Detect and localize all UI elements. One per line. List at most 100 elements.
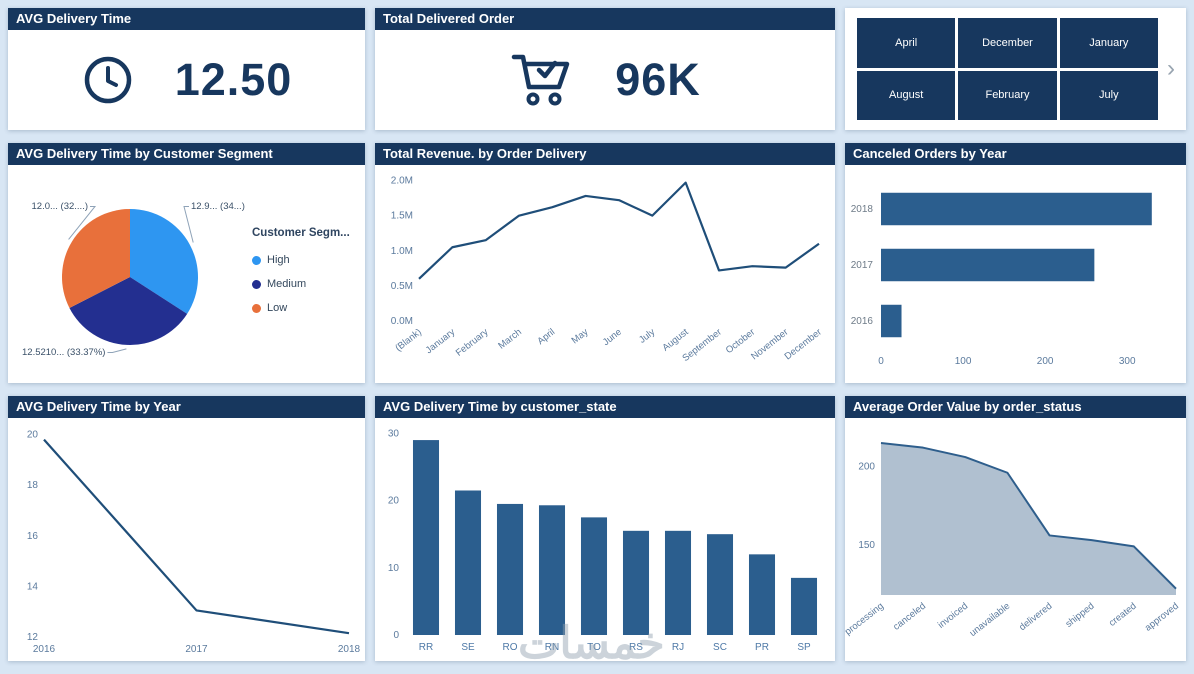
bar-TO[interactable]: [580, 517, 608, 635]
axis-label: RN: [545, 642, 559, 653]
panel-delivery-by-year: AVG Delivery Time by Year 12 14 16 18 20 2016…: [8, 396, 365, 661]
pie-slice-high[interactable]: [130, 209, 198, 314]
area-series[interactable]: [881, 442, 1176, 595]
month-slicer-grid: April December January August February July: [857, 18, 1158, 120]
axis-label: December: [783, 327, 824, 363]
axis-label: SC: [713, 642, 727, 653]
axis-label: 2016: [851, 316, 874, 327]
kpi-body: 96K: [375, 30, 835, 130]
panel-title: Total Revenue. by Order Delivery: [375, 143, 835, 165]
axis-label: SP: [797, 642, 811, 653]
customer-state-bar-chart[interactable]: 0 10 20 30 RR SE RO RN TO RS RJ SC PR SP: [375, 418, 835, 661]
bar-2017[interactable]: [881, 248, 1095, 282]
kpi-body: 12.50: [8, 30, 365, 130]
panel-title: Average Order Value by order_status: [845, 396, 1186, 418]
slicer-button-april[interactable]: April: [857, 18, 956, 68]
bar-2018[interactable]: [881, 192, 1152, 226]
slicer-button-july[interactable]: July: [1059, 70, 1158, 120]
axis-label: canceled: [891, 601, 928, 633]
axis-label: 2018: [851, 204, 874, 215]
bar-RN[interactable]: [538, 505, 566, 635]
axis-label: August: [660, 326, 690, 353]
panel-title: AVG Delivery Time: [8, 8, 365, 30]
total-delivered-value: 96K: [615, 54, 701, 105]
month-slicer: April December January August February July ›: [845, 8, 1186, 130]
axis-label: February: [454, 327, 491, 359]
slicer-button-february[interactable]: February: [958, 70, 1057, 120]
axis-label: May: [570, 327, 591, 347]
axis-label: TO: [587, 642, 601, 653]
bar-SE[interactable]: [454, 490, 482, 635]
legend-item-high[interactable]: High: [252, 248, 360, 272]
chart-body: 12 14 16 18 20 2016 2017 2018: [8, 418, 365, 661]
delivery-time-by-year-line-chart[interactable]: 12 14 16 18 20 2016 2017 2018: [8, 418, 365, 661]
axis-label: PR: [755, 642, 769, 653]
pie-data-label: 12.5210... (33.37%): [22, 347, 105, 358]
legend-label: Medium: [267, 278, 307, 290]
legend-dot: [252, 279, 261, 289]
axis-label: invoiced: [936, 601, 970, 631]
card-total-delivered-order: Total Delivered Order 96K: [375, 8, 835, 130]
axis-label: SE: [461, 642, 475, 653]
axis-label: 0.5M: [391, 281, 413, 292]
bar-SC[interactable]: [706, 534, 734, 635]
axis-label: 0: [393, 630, 399, 641]
axis-label: processing: [845, 601, 886, 638]
axis-label: 300: [1119, 356, 1136, 367]
line-series[interactable]: [43, 438, 350, 635]
bar-RS[interactable]: [622, 530, 650, 635]
panel-title: AVG Delivery Time by customer_state: [375, 396, 835, 418]
axis-label: 2017: [185, 644, 208, 655]
legend-item-medium[interactable]: Medium: [252, 272, 360, 296]
axis-label: approved: [1143, 601, 1181, 634]
axis-label: 30: [388, 428, 400, 439]
pie-slice-low[interactable]: [61, 209, 130, 308]
slicer-button-december[interactable]: December: [958, 18, 1057, 68]
bar-2016[interactable]: [881, 304, 902, 338]
panel-title: AVG Delivery Time by Year: [8, 396, 365, 418]
chart-body: 0 10 20 30 RR SE RO RN TO RS RJ SC PR SP: [375, 418, 835, 661]
bar-SP[interactable]: [790, 577, 818, 635]
axis-label: 2016: [33, 644, 56, 655]
pie-slice-medium[interactable]: [69, 277, 188, 345]
order-value-area-chart[interactable]: 150 200 processing canceled invoicedunavaila…: [845, 418, 1186, 661]
area-line: [880, 441, 1177, 590]
legend-dot: [252, 255, 261, 265]
axis-label: June: [601, 327, 624, 348]
axis-label: RR: [419, 642, 433, 653]
panel-title: Canceled Orders by Year: [845, 143, 1186, 165]
bar-RJ[interactable]: [664, 530, 692, 635]
axis-label: unavailable: [968, 601, 1013, 639]
axis-label: (Blank): [393, 327, 423, 354]
canceled-orders-bar-chart[interactable]: 0 100 200 300 2018 2017 2016: [845, 165, 1186, 383]
axis-label: 2018: [338, 644, 361, 655]
slicer-button-january[interactable]: January: [1059, 18, 1158, 68]
legend-label: High: [267, 254, 290, 266]
revenue-line-chart[interactable]: 0.0M 0.5M 1.0M 1.5M 2.0M (Blank) JanuaryFebrua…: [375, 165, 835, 383]
customer-segment-pie-chart[interactable]: 12.9... (34...) 12.5210... (33.37%) 12.0..…: [8, 165, 365, 383]
next-page-icon[interactable]: ›: [1167, 55, 1175, 82]
label-leader-line: [183, 206, 194, 243]
axis-label: 18: [27, 480, 39, 491]
slicer-button-august[interactable]: August: [857, 70, 956, 120]
bar-RO[interactable]: [496, 503, 524, 635]
axis-label: 20: [388, 496, 400, 507]
legend-dot: [252, 303, 261, 313]
axis-label: 200: [858, 461, 875, 472]
bar-RR[interactable]: [412, 440, 440, 635]
panel-delivery-by-state: AVG Delivery Time by customer_state 0 10 2…: [375, 396, 835, 661]
line-series[interactable]: [418, 181, 820, 280]
axis-label: 10: [388, 563, 400, 574]
axis-label: 200: [1037, 356, 1054, 367]
cart-check-icon: [511, 54, 570, 106]
legend: Customer Segm... High Medium Low: [252, 227, 360, 320]
chart-body: 12.9... (34...) 12.5210... (33.37%) 12.0..…: [8, 165, 365, 383]
axis-label: 12: [27, 632, 39, 643]
pie-data-label: 12.9... (34...): [191, 201, 245, 212]
legend-item-low[interactable]: Low: [252, 296, 360, 320]
pie-data-label: 12.0... (32....): [32, 201, 89, 212]
bar-PR[interactable]: [748, 554, 776, 635]
axis-label: 100: [955, 356, 972, 367]
label-leader-line: [68, 206, 97, 240]
axis-label: 0: [878, 356, 884, 367]
